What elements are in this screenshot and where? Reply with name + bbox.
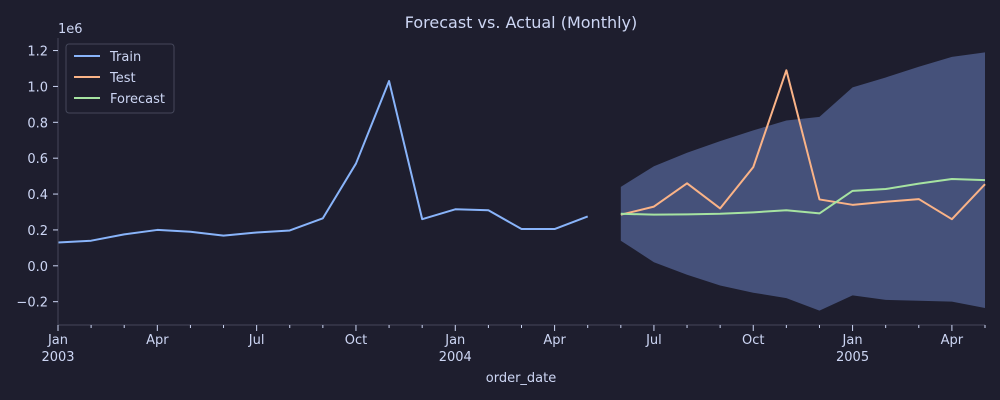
x-tick-label: Jan (842, 333, 863, 348)
x-tick-year-label: 2004 (439, 350, 472, 365)
y-tick-label: 0.2 (27, 224, 48, 239)
x-tick-label: Apr (543, 333, 566, 348)
legend-box (65, 43, 175, 114)
series-line-train (57, 80, 589, 244)
x-tick-label: Jul (645, 333, 662, 348)
y-tick-label: 1.0 (27, 80, 48, 95)
x-tick-year-label: 2005 (836, 350, 869, 365)
x-tick-label: Oct (345, 333, 367, 348)
y-tick-label: 0.0 (27, 260, 48, 275)
y-tick-label: 0.4 (27, 188, 48, 203)
x-tick-label: Apr (146, 333, 169, 348)
y-tick-label: 1.2 (27, 45, 48, 60)
series-line-forecast (620, 177, 986, 216)
y-tick-label: 0.8 (27, 116, 48, 131)
x-tick-year-label: 2003 (41, 350, 74, 365)
legend-label-forecast: Forecast (110, 92, 165, 107)
x-tick-label: Jan (47, 333, 68, 348)
x-tick-label: Jan (444, 333, 465, 348)
chart-title: Forecast vs. Actual (Monthly) (405, 13, 638, 32)
x-tick-label: Jul (248, 333, 265, 348)
x-tick-label: Apr (941, 333, 964, 348)
plot-area: −0.2 0.0 0.2 0.4 0.6 0.8 1.0 1.2 Jan 2003 Apr Jul Oc… (16, 38, 986, 365)
y-scale-label: 1e6 (58, 22, 83, 37)
y-tick-label: −0.2 (16, 296, 48, 311)
legend-label-test: Test (109, 71, 136, 86)
confidence-band (620, 52, 985, 311)
x-tick-label: Oct (742, 333, 764, 348)
y-tick-label: 0.6 (27, 152, 48, 167)
x-axis-label: order_date (486, 371, 556, 386)
series-line-test (620, 69, 986, 221)
legend-label-train: Train (109, 50, 141, 65)
